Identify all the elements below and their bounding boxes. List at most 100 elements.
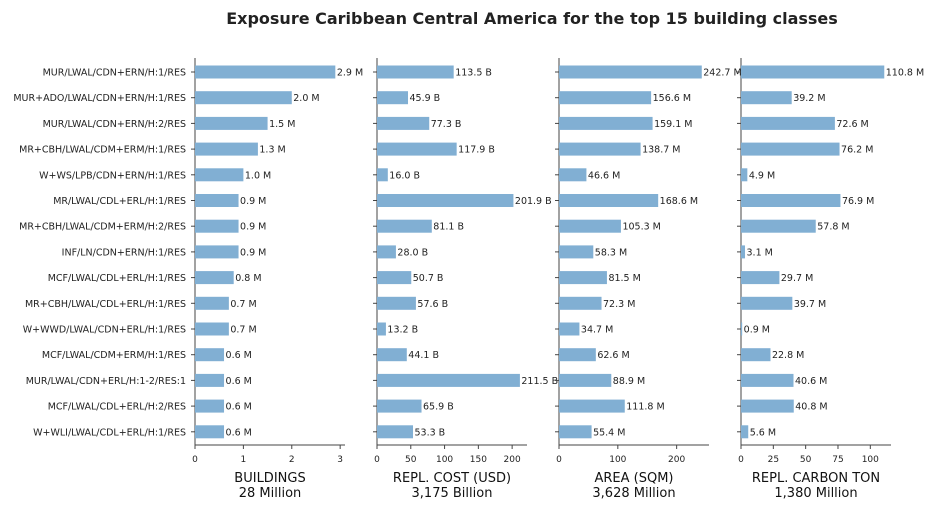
bar: [195, 322, 229, 336]
data-label: 34.7 M: [581, 325, 613, 336]
category-label: W+WWD/LWAL/CDN+ERL/H:1/RES: [23, 325, 186, 336]
data-label: 211.5 B: [521, 376, 558, 387]
data-label: 117.9 B: [458, 145, 495, 156]
data-label: 76.2 M: [841, 145, 873, 156]
data-label: 13.2 B: [387, 325, 418, 336]
bar: [559, 373, 612, 387]
x-tick-label: 75: [832, 455, 843, 465]
data-label: 65.9 B: [423, 402, 454, 413]
data-label: 110.8 M: [886, 68, 924, 79]
bar: [195, 194, 239, 207]
bar: [741, 168, 748, 182]
category-label: MCF/LWAL/CDL+ERL/H:1/RES: [48, 273, 186, 284]
bar: [195, 142, 258, 156]
bar: [559, 348, 596, 362]
panel-2: 113.5 B 45.9 B 77.3 B 117.9 B 16.0 B 201.9 B 8…: [373, 58, 558, 501]
category-label: MR+CBH/LWAL/CDM+ERM/H:1/RES: [19, 145, 186, 156]
data-label: 39.7 M: [794, 299, 826, 310]
bar: [195, 425, 225, 439]
data-label: 39.2 M: [793, 93, 825, 104]
data-label: 1.0 M: [245, 170, 271, 181]
bar: [559, 425, 592, 439]
data-label: 5.6 M: [750, 427, 776, 438]
bar: [559, 296, 602, 310]
x-tick-label: 100: [436, 455, 453, 465]
data-label: 2.0 M: [293, 93, 319, 104]
bar: [741, 399, 794, 413]
bar: [559, 91, 652, 105]
bar: [377, 168, 388, 182]
category-label: MUR+ADO/LWAL/CDN+ERN/H:1/RES: [13, 93, 186, 104]
chart-title: Exposure Caribbean Central America for t…: [226, 9, 838, 28]
bar: [377, 219, 432, 233]
x-axis-total: 1,380 Million: [774, 486, 857, 501]
bar: [741, 65, 885, 79]
bar: [741, 373, 794, 387]
category-label: MR+CBH/LWAL/CDL+ERL/H:1/RES: [25, 299, 186, 310]
bar: [559, 116, 653, 130]
data-label: 2.9 M: [337, 68, 363, 79]
bar: [195, 219, 239, 233]
bar: [195, 348, 225, 362]
x-axis-label: REPL. COST (USD): [393, 471, 511, 486]
bar: [741, 322, 743, 336]
bar: [195, 168, 244, 182]
bar: [741, 348, 771, 362]
data-label: 0.6 M: [226, 350, 252, 361]
category-label: MR/LWAL/CDL+ERL/H:1/RES: [53, 196, 186, 207]
data-label: 0.8 M: [235, 273, 261, 284]
category-label: MUR/LWAL/CDN+ERN/H:2/RES: [43, 119, 186, 130]
x-tick-label: 3: [337, 455, 343, 465]
data-label: 1.3 M: [259, 145, 285, 156]
bar: [741, 271, 780, 285]
data-label: 55.4 M: [593, 427, 625, 438]
bar: [195, 373, 225, 387]
x-tick-label: 0: [556, 455, 562, 465]
data-label: 72.6 M: [836, 119, 868, 130]
x-axis-total: 28 Million: [239, 486, 302, 501]
bar: [559, 271, 607, 285]
bar: [377, 373, 520, 387]
x-tick-label: 2: [289, 455, 295, 465]
data-label: 156.6 M: [653, 93, 691, 104]
data-label: 29.7 M: [781, 273, 813, 284]
bar: [741, 142, 840, 156]
bar: [377, 194, 514, 207]
bar: [195, 245, 239, 259]
data-label: 57.6 B: [417, 299, 448, 310]
data-label: 58.3 M: [595, 247, 627, 258]
category-label: MCF/LWAL/CDL+ERL/H:2/RES: [48, 402, 186, 413]
data-label: 40.6 M: [795, 376, 827, 387]
bar: [559, 142, 641, 156]
data-label: 88.9 M: [613, 376, 645, 387]
bar: [741, 296, 793, 310]
bar: [195, 116, 268, 130]
x-axis-label: BUILDINGS: [234, 471, 305, 486]
bar: [559, 245, 594, 259]
x-tick-label: 25: [768, 455, 779, 465]
data-label: 0.6 M: [226, 376, 252, 387]
data-label: 57.8 M: [817, 222, 849, 233]
bar: [741, 194, 841, 207]
data-label: 0.6 M: [226, 402, 252, 413]
x-tick-label: 0: [738, 455, 744, 465]
data-label: 81.5 M: [608, 273, 640, 284]
bar: [559, 219, 621, 233]
data-label: 77.3 B: [431, 119, 462, 130]
x-axis-label: AREA (SQM): [594, 471, 673, 486]
x-tick-label: 1: [241, 455, 247, 465]
category-label: MUR/LWAL/CDN+ERL/H:1-2/RES:1: [26, 376, 186, 387]
bar: [377, 91, 409, 105]
data-label: 44.1 B: [408, 350, 439, 361]
bar: [741, 91, 792, 105]
x-axis-total: 3,175 Billion: [412, 486, 493, 501]
bar: [195, 65, 336, 79]
data-label: 72.3 M: [603, 299, 635, 310]
x-axis-label: REPL. CARBON TON: [752, 471, 880, 486]
data-label: 50.7 B: [413, 273, 444, 284]
x-tick-label: 0: [192, 455, 198, 465]
data-label: 0.6 M: [226, 427, 252, 438]
category-label: W+WLI/LWAL/CDL+ERL/H:1/RES: [33, 427, 186, 438]
data-label: 3.1 M: [747, 247, 773, 258]
